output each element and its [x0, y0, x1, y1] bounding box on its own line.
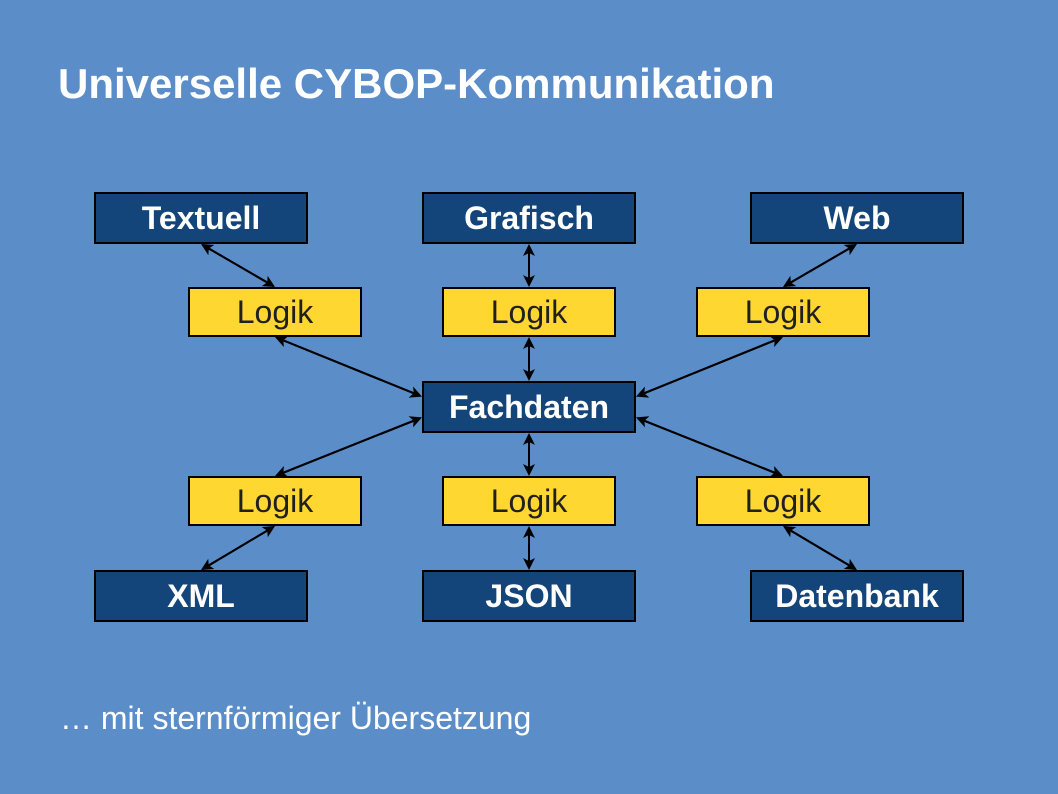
node-datenbank: Datenbank	[750, 570, 964, 622]
node-label: Logik	[237, 483, 314, 520]
node-label: Logik	[745, 483, 822, 520]
node-web: Web	[750, 192, 964, 244]
page-title: Universelle CYBOP-Kommunikation	[58, 60, 774, 108]
node-label: Datenbank	[775, 578, 939, 615]
node-textuell: Textuell	[94, 192, 308, 244]
node-label: Textuell	[142, 200, 261, 237]
node-label: XML	[167, 578, 235, 615]
node-label: Logik	[491, 294, 568, 331]
node-grafisch: Grafisch	[422, 192, 636, 244]
node-label: JSON	[485, 578, 572, 615]
node-logik-top-right: Logik	[696, 287, 870, 337]
node-label: Logik	[491, 483, 568, 520]
node-fachdaten: Fachdaten	[422, 381, 636, 433]
node-logik-bottom-center: Logik	[442, 476, 616, 526]
node-xml: XML	[94, 570, 308, 622]
node-label: Logik	[237, 294, 314, 331]
node-label: Logik	[745, 294, 822, 331]
node-logik-top-left: Logik	[188, 287, 362, 337]
node-json: JSON	[422, 570, 636, 622]
node-label: Web	[824, 200, 891, 237]
node-label: Fachdaten	[449, 389, 609, 426]
node-logik-bottom-right: Logik	[696, 476, 870, 526]
slide: Universelle CYBOP-Kommunikation Textuell…	[0, 0, 1058, 794]
node-logik-bottom-left: Logik	[188, 476, 362, 526]
node-label: Grafisch	[464, 200, 594, 237]
node-logik-top-center: Logik	[442, 287, 616, 337]
slide-subtitle: … mit sternförmiger Übersetzung	[60, 700, 531, 737]
